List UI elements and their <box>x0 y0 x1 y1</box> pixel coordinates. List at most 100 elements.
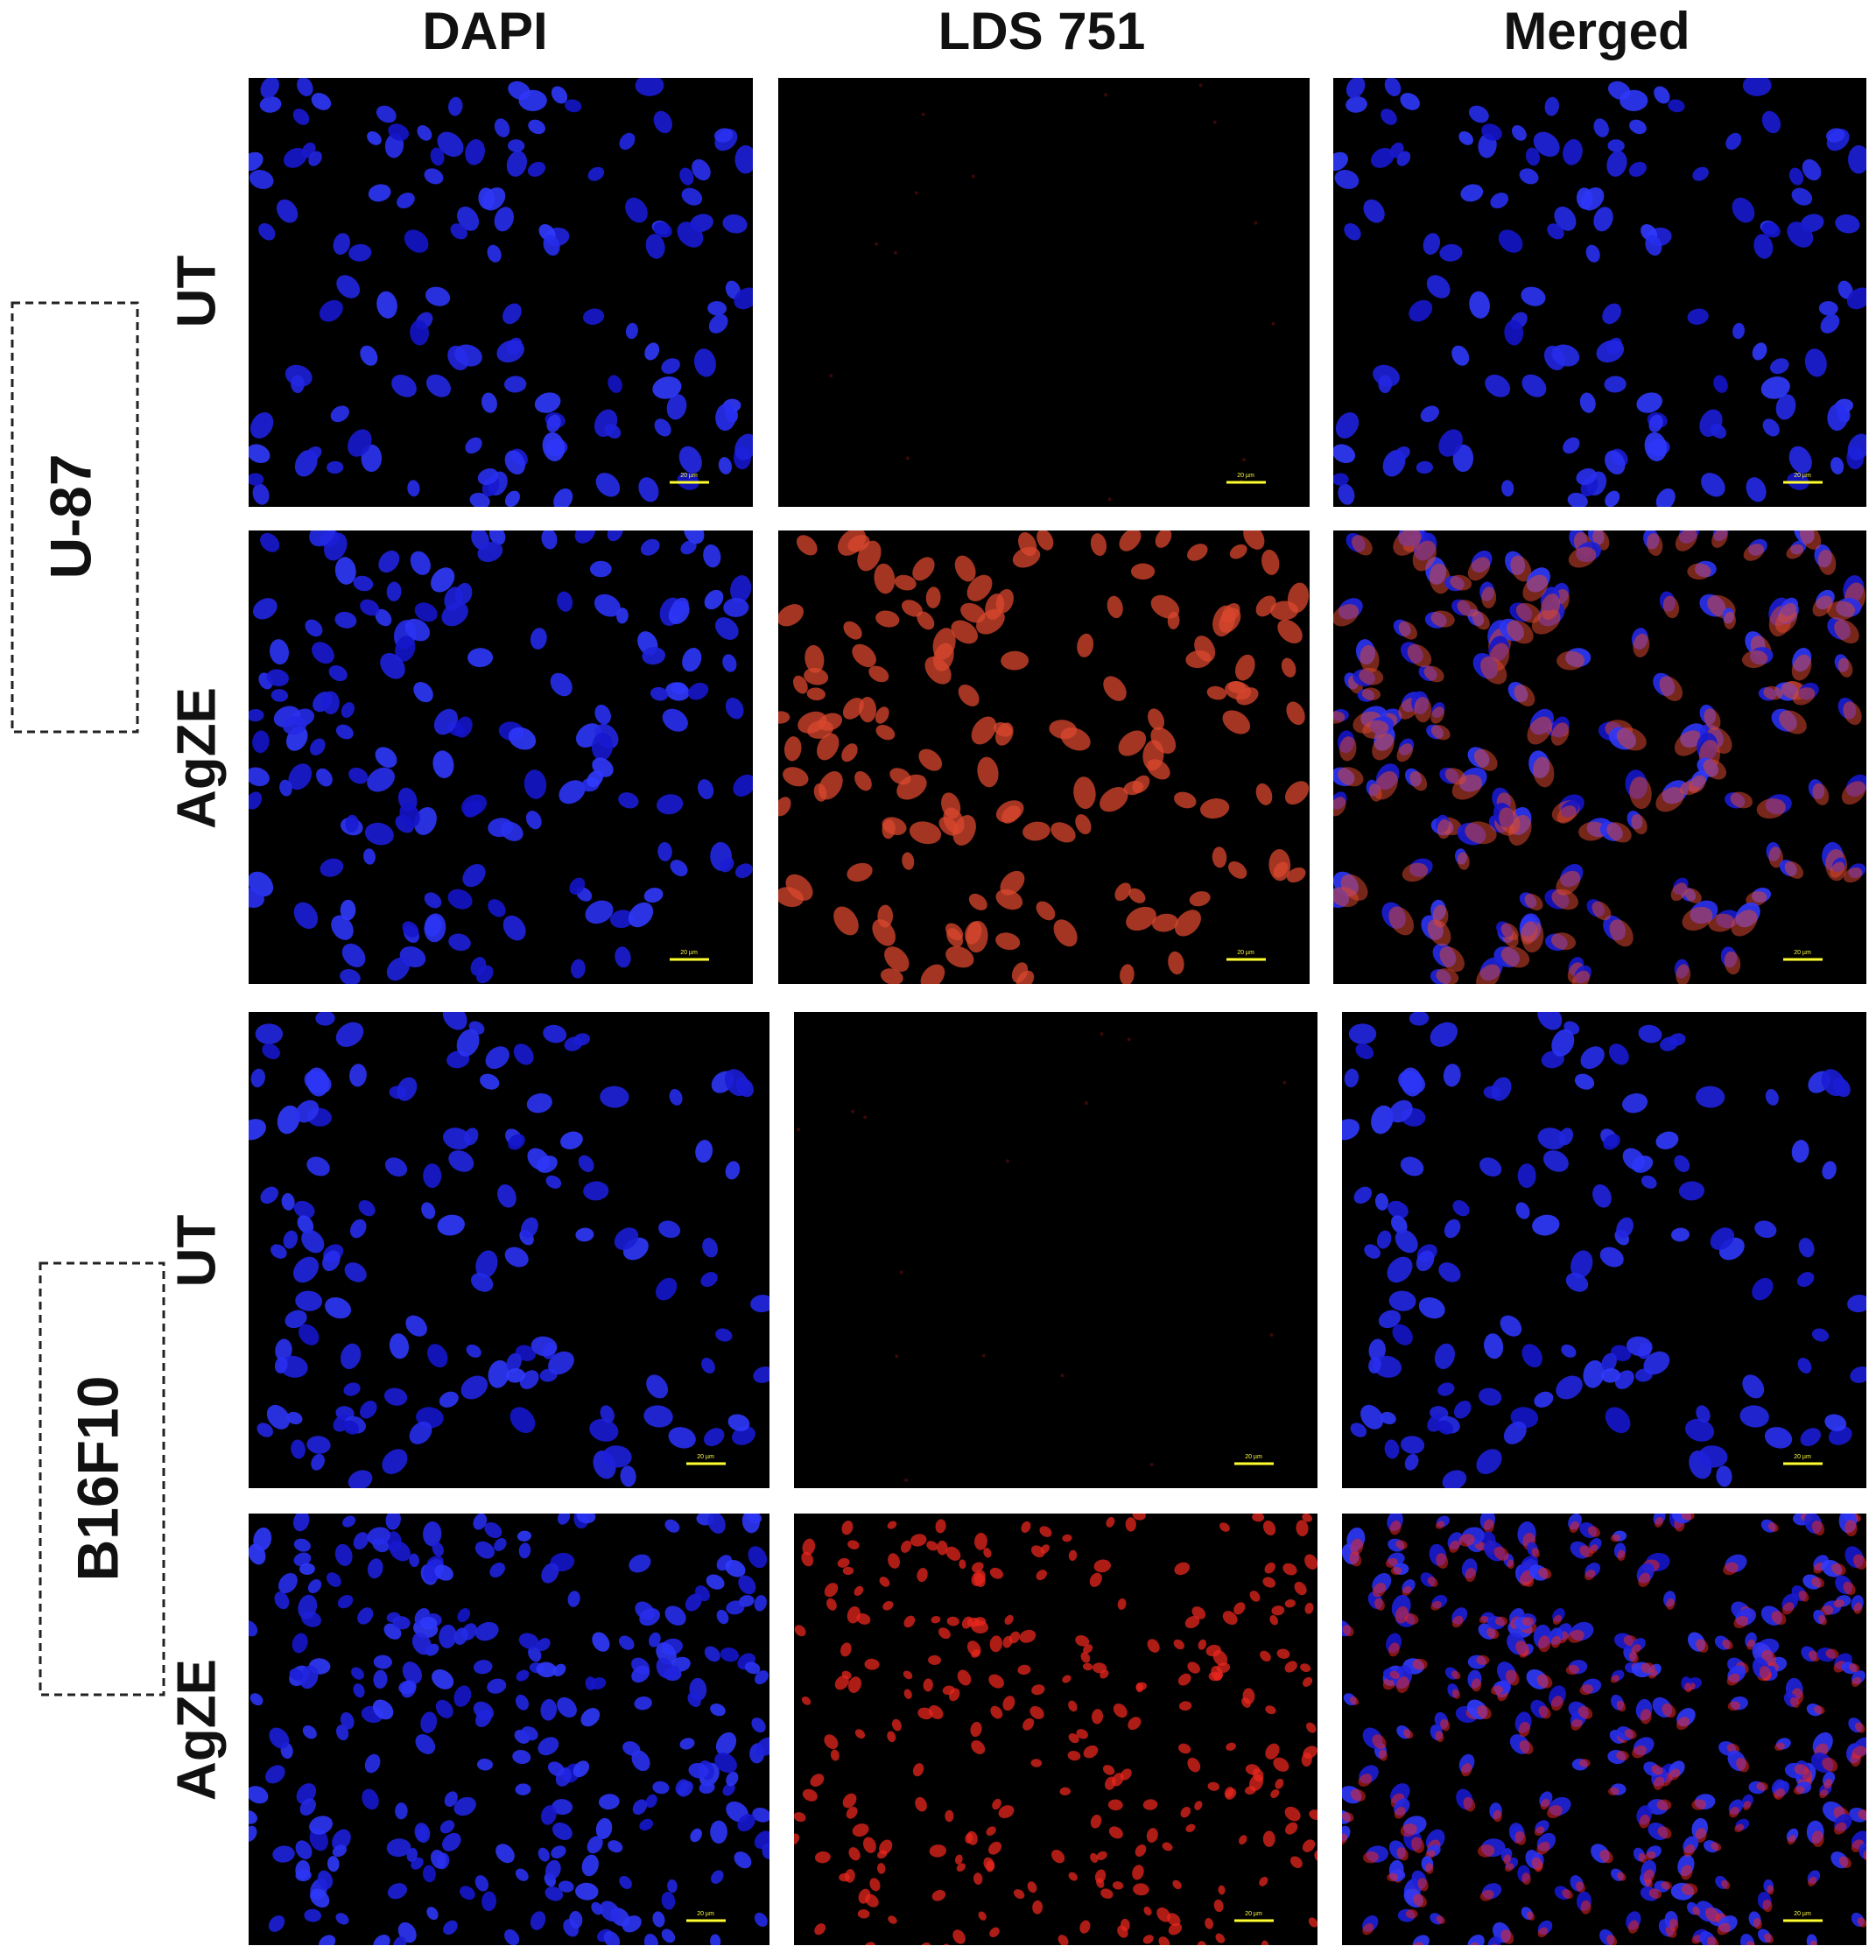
cytoplasm-stain <box>992 1798 1001 1810</box>
cytoplasm-stain <box>1610 1675 1620 1683</box>
nucleus <box>587 166 605 181</box>
nucleus <box>1460 184 1484 202</box>
cytoplasm-stain <box>1503 1854 1512 1865</box>
nucleus <box>594 594 621 617</box>
cytoplasm-stain <box>1277 619 1303 643</box>
nucleus <box>546 414 561 432</box>
nucleus <box>306 1156 330 1177</box>
cytoplasm-stain <box>1616 727 1647 751</box>
cytoplasm-stain <box>1657 1826 1672 1839</box>
nucleus <box>368 184 391 202</box>
cytoplasm-stain <box>1708 913 1735 932</box>
row-label: UT <box>166 1215 227 1288</box>
nucleus <box>1850 1366 1866 1383</box>
cytoplasm-stain <box>1681 1514 1695 1521</box>
cytoplasm-stain <box>1734 1823 1745 1832</box>
cytoplasm-stain <box>909 821 942 845</box>
nucleus <box>258 222 276 241</box>
cytoplasm-stain <box>1015 970 1035 984</box>
cytoplasm-stain <box>1763 685 1783 700</box>
nucleus <box>1698 1445 1728 1468</box>
cytoplasm-stain <box>1021 1521 1031 1533</box>
cytoplasm-stain <box>1219 1522 1230 1532</box>
nucleus <box>594 704 611 725</box>
cytoplasm-stain <box>1676 1717 1690 1731</box>
nucleus <box>700 1272 718 1288</box>
cytoplasm-stain <box>1427 919 1451 946</box>
nucleus <box>671 597 689 616</box>
nucleus <box>1678 1181 1705 1201</box>
nucleus <box>603 1931 621 1945</box>
nucleus <box>1476 1449 1502 1474</box>
nucleus <box>474 1621 499 1641</box>
nucleus <box>252 483 270 505</box>
cytoplasm-stain <box>1624 1729 1637 1739</box>
nucleus <box>662 708 688 732</box>
scale-bar-label: 20 µm <box>1237 950 1254 956</box>
nucleus <box>1451 345 1470 366</box>
cytoplasm-stain <box>1333 604 1360 627</box>
cytoplasm-stain <box>1834 619 1859 643</box>
cytoplasm-stain <box>1121 1918 1130 1932</box>
nucleus <box>558 1880 574 1893</box>
nucleus <box>643 1405 673 1428</box>
background-speck <box>921 112 925 116</box>
cytoplasm-stain <box>1838 1856 1851 1868</box>
cytoplasm-stain <box>801 1697 812 1705</box>
nucleus <box>309 530 336 547</box>
nucleus <box>1820 313 1840 334</box>
nucleus <box>363 848 376 865</box>
nucleus <box>704 1428 725 1447</box>
nucleus <box>706 1574 725 1590</box>
nucleus <box>1818 301 1838 316</box>
cytoplasm-stain <box>1027 1881 1037 1893</box>
cytoplasm-stain <box>1363 1851 1379 1864</box>
nucleus <box>542 432 566 461</box>
scale-bar-label: 20 µm <box>697 1454 714 1460</box>
nucleus <box>506 1368 525 1383</box>
nucleus <box>1434 1343 1455 1370</box>
cytoplasm-stain <box>1631 814 1648 835</box>
cytoplasm-stain <box>1430 1600 1442 1611</box>
nucleus <box>1561 1344 1577 1358</box>
nucleus <box>582 308 605 325</box>
nucleus <box>1346 78 1366 99</box>
nucleus <box>718 457 732 474</box>
nucleus <box>710 1820 727 1844</box>
nucleus <box>1409 299 1433 322</box>
cytoplasm-stain <box>1450 574 1472 591</box>
nucleus <box>447 889 473 910</box>
cytoplasm-stain <box>1222 1611 1238 1626</box>
nucleus <box>521 1726 538 1741</box>
nucleus <box>1576 468 1597 485</box>
nucleus <box>460 1375 488 1400</box>
nucleus <box>1596 340 1625 363</box>
cytoplasm-stain <box>1579 1684 1593 1696</box>
nucleus <box>530 1911 546 1930</box>
cytoplasm-stain <box>1180 1806 1191 1818</box>
nucleus <box>1847 1295 1866 1313</box>
cytoplasm-stain <box>1213 1899 1224 1913</box>
cytoplasm-stain <box>1342 1833 1348 1845</box>
nucleus <box>250 411 274 439</box>
nucleus <box>481 187 506 211</box>
nucleus <box>550 672 573 697</box>
nucleus <box>1616 1217 1634 1239</box>
cytoplasm-stain <box>1395 1605 1409 1624</box>
cytoplasm-stain <box>974 1532 987 1550</box>
nucleus <box>1426 275 1451 299</box>
cytoplasm-stain <box>1306 1722 1317 1733</box>
background-speck <box>1107 497 1112 502</box>
cytoplasm-stain <box>1148 708 1165 731</box>
cytoplasm-stain <box>1617 1549 1626 1562</box>
nucleus <box>467 648 494 668</box>
nucleus <box>460 1886 475 1900</box>
nucleus <box>477 541 503 562</box>
cytoplasm-stain <box>1402 1729 1414 1739</box>
nucleus <box>335 1022 364 1047</box>
cytoplasm-stain <box>1724 611 1736 629</box>
cytoplasm-stain <box>1651 1765 1663 1775</box>
nucleus <box>1788 167 1804 186</box>
cytoplasm-stain <box>1090 533 1107 556</box>
nucleus <box>1400 1156 1424 1177</box>
